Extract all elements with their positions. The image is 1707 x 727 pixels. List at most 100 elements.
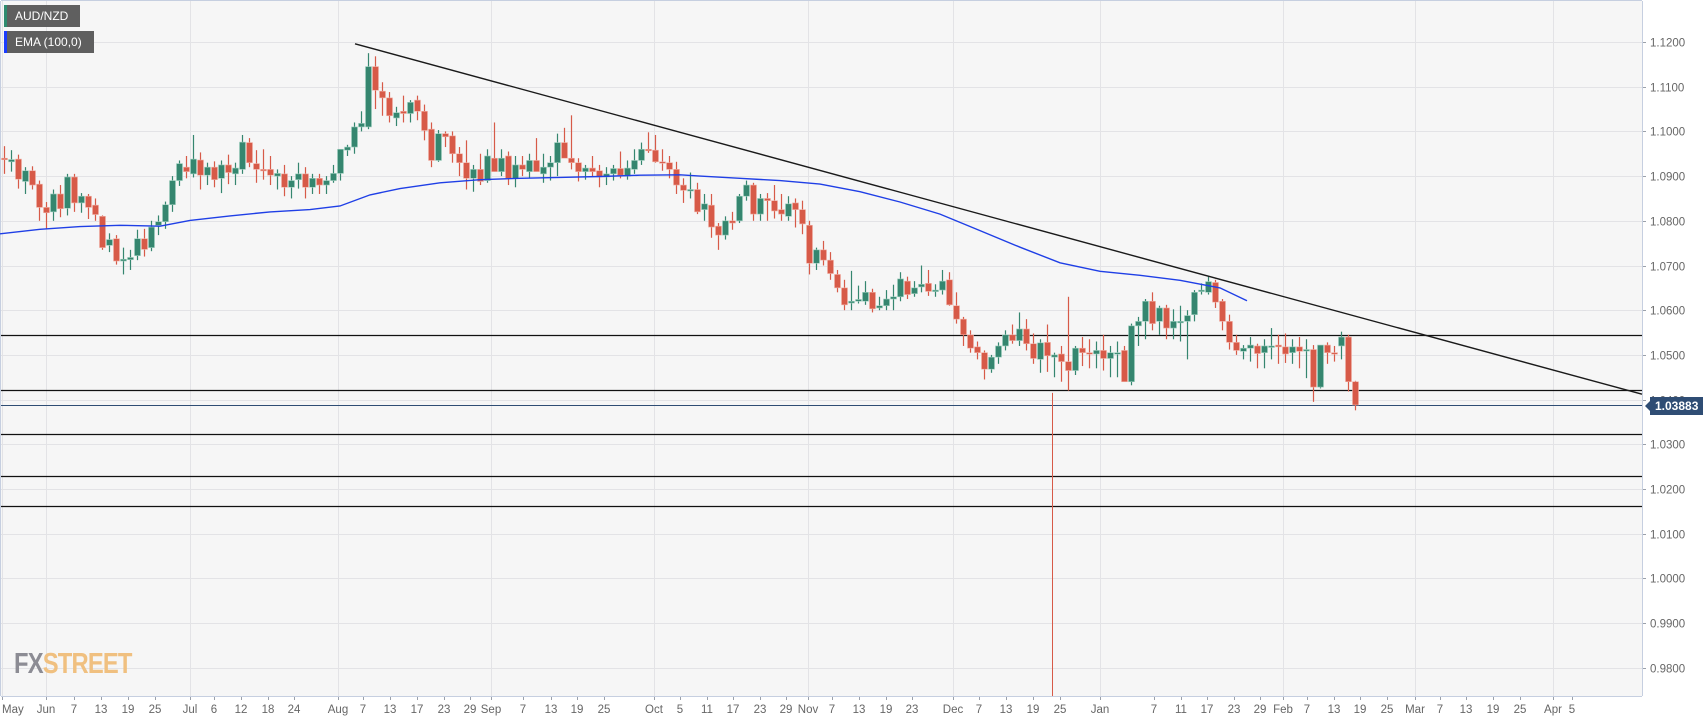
candle-body[interactable] (197, 159, 204, 176)
candle-body[interactable] (274, 173, 281, 177)
candle-body[interactable] (337, 148, 344, 174)
candle-body[interactable] (78, 195, 85, 204)
candle-body[interactable] (330, 173, 337, 181)
candle-body[interactable] (8, 159, 15, 163)
candle-body[interactable] (204, 166, 211, 176)
candle-body[interactable] (1086, 352, 1093, 355)
candle-body[interactable] (1205, 281, 1212, 293)
candle-body[interactable] (834, 274, 841, 289)
candle-body[interactable] (442, 133, 449, 138)
candle-body[interactable] (211, 166, 218, 180)
candle-body[interactable] (477, 169, 484, 182)
candle-body[interactable] (757, 198, 764, 215)
candle-body[interactable] (43, 207, 50, 214)
candle-body[interactable] (57, 193, 64, 210)
candle-body[interactable] (512, 164, 519, 179)
candle-body[interactable] (449, 135, 456, 155)
candle-body[interactable] (225, 164, 232, 173)
candle-body[interactable] (99, 216, 106, 248)
candle-body[interactable] (1016, 328, 1023, 341)
candle-body[interactable] (358, 123, 365, 128)
candle-body[interactable] (827, 259, 834, 274)
candle-body[interactable] (1261, 345, 1268, 353)
candle-body[interactable] (379, 90, 386, 99)
candle-body[interactable] (883, 298, 890, 307)
candle-body[interactable] (1338, 336, 1345, 347)
candle-body[interactable] (1170, 321, 1177, 329)
candle-body[interactable] (1100, 350, 1107, 359)
candle-body[interactable] (1303, 349, 1310, 352)
candle-body[interactable] (848, 300, 855, 304)
candle-body[interactable] (953, 305, 960, 320)
candle-body[interactable] (134, 238, 141, 256)
candle-body[interactable] (1023, 328, 1030, 345)
candle-body[interactable] (708, 204, 715, 228)
candle-body[interactable] (295, 173, 302, 180)
candle-body[interactable] (1226, 321, 1233, 343)
candle-body[interactable] (344, 146, 351, 151)
candle-body[interactable] (659, 161, 666, 164)
candle-body[interactable] (1107, 352, 1114, 359)
candle-body[interactable] (575, 162, 582, 172)
candle-body[interactable] (1072, 347, 1079, 371)
candle-body[interactable] (876, 305, 883, 309)
candle-body[interactable] (239, 141, 246, 170)
candle-body[interactable] (372, 66, 379, 91)
candle-body[interactable] (29, 170, 36, 186)
candle-body[interactable] (127, 257, 134, 260)
candle-body[interactable] (267, 169, 274, 176)
candle-body[interactable] (1310, 349, 1317, 388)
candle-body[interactable] (617, 168, 624, 176)
candle-body[interactable] (141, 238, 148, 250)
candle-body[interactable] (190, 158, 197, 175)
candle-body[interactable] (946, 279, 953, 306)
candle-body[interactable] (701, 203, 708, 210)
candle-body[interactable] (71, 176, 78, 204)
candle-body[interactable] (281, 173, 288, 188)
candle-body[interactable] (64, 176, 71, 209)
candle-body[interactable] (1254, 345, 1261, 354)
candle-body[interactable] (218, 164, 225, 179)
candle-body[interactable] (1142, 300, 1149, 322)
candle-body[interactable] (778, 209, 785, 215)
candle-body[interactable] (162, 204, 169, 222)
candle-body[interactable] (1030, 343, 1037, 359)
candle-body[interactable] (645, 148, 652, 152)
candle-body[interactable] (603, 173, 610, 178)
candle-body[interactable] (176, 163, 183, 181)
candle-body[interactable] (15, 158, 22, 180)
candle-body[interactable] (1149, 300, 1156, 324)
candle-body[interactable] (855, 299, 862, 302)
candle-body[interactable] (582, 167, 589, 172)
candle-body[interactable] (232, 167, 239, 175)
candle-body[interactable] (470, 169, 477, 179)
candle-body[interactable] (960, 318, 967, 336)
candle-body[interactable] (106, 239, 113, 246)
candle-body[interactable] (638, 148, 645, 161)
candle-body[interactable] (36, 183, 43, 208)
candle-body[interactable] (687, 189, 694, 192)
candle-body[interactable] (1247, 344, 1254, 349)
candle-body[interactable] (729, 220, 736, 224)
candle-body[interactable] (519, 164, 526, 170)
candle-body[interactable] (407, 102, 414, 114)
candle-body[interactable] (1044, 342, 1051, 357)
candle-body[interactable] (421, 110, 428, 131)
candle-body[interactable] (148, 226, 155, 248)
candle-body[interactable] (1177, 321, 1184, 324)
candle-body[interactable] (904, 280, 911, 295)
candle-body[interactable] (533, 160, 540, 172)
candle-body[interactable] (715, 225, 722, 236)
candle-body[interactable] (918, 283, 925, 288)
candle-body[interactable] (1345, 336, 1352, 383)
candle-body[interactable] (722, 220, 729, 236)
candle-body[interactable] (1240, 347, 1247, 352)
candle-body[interactable] (323, 180, 330, 186)
candle-body[interactable] (260, 169, 267, 172)
downtrend-line[interactable] (354, 43, 1643, 395)
candle-body[interactable] (1163, 307, 1170, 329)
candle-body[interactable] (799, 209, 806, 225)
candle-body[interactable] (785, 203, 792, 217)
candle-body[interactable] (183, 166, 190, 172)
